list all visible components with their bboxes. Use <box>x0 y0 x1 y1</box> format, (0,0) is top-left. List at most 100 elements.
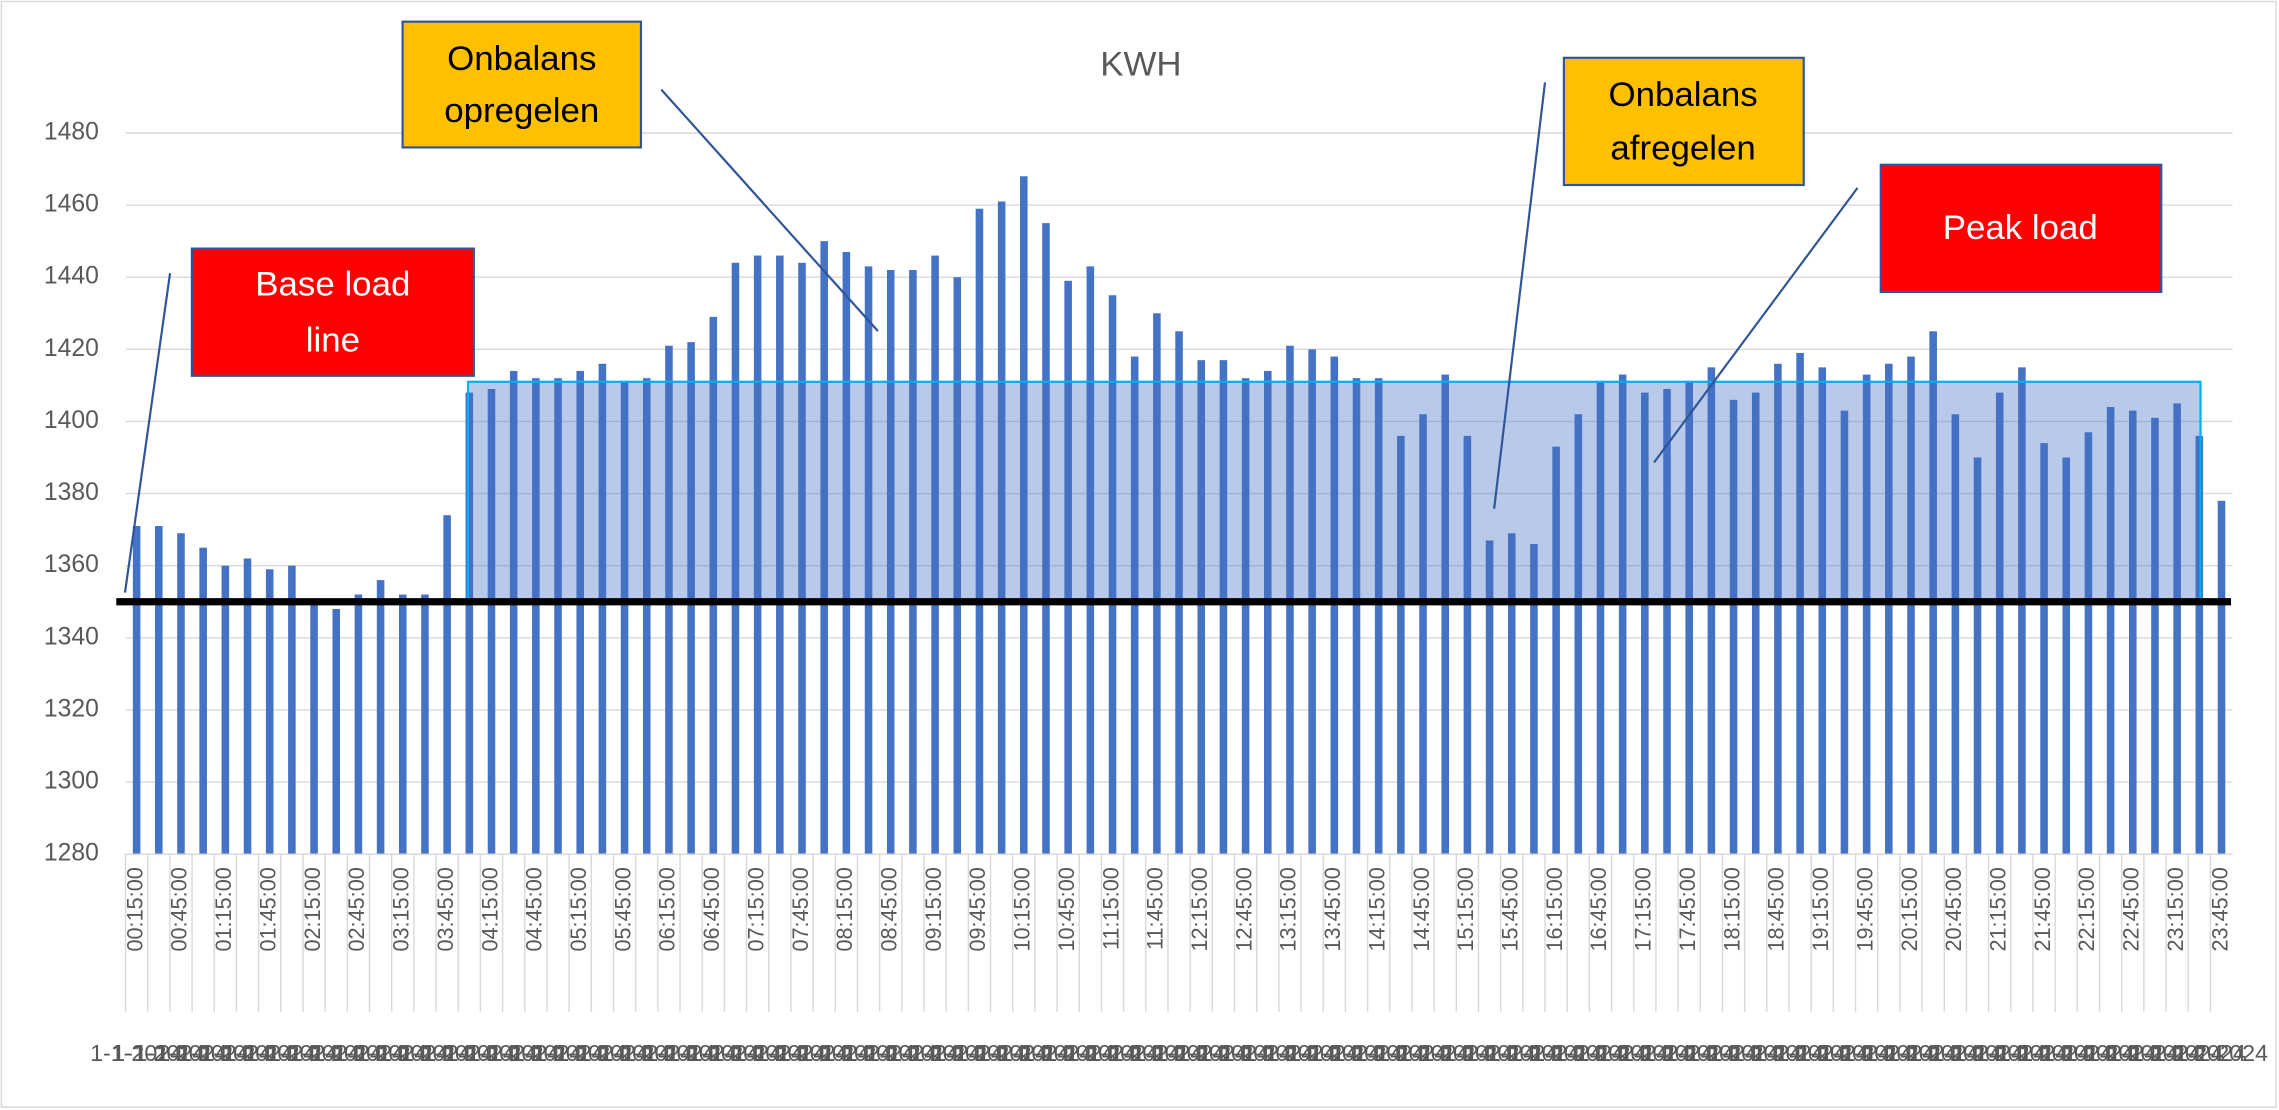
bar <box>421 594 429 855</box>
bar <box>243 558 252 855</box>
date-label: 1-1-2024 <box>556 1040 649 1066</box>
x-tick-label: 04:15:00 <box>477 867 502 951</box>
date-label: 1-1-2024 <box>600 1040 693 1066</box>
date-label: 1-1-2024 <box>711 1040 804 1066</box>
bar <box>1641 392 1649 855</box>
bar <box>1840 410 1849 855</box>
date-label: 1-1-2024 <box>2175 1040 2268 1066</box>
bar <box>886 269 895 855</box>
x-tick-label: 02:15:00 <box>300 867 325 951</box>
date-label: 1-1-2024 <box>733 1040 826 1066</box>
date-label: 1-1-2024 <box>1864 1040 1957 1066</box>
date-label: 1-1-2024 <box>201 1040 294 1066</box>
x-tick-label: 01:15:00 <box>211 867 236 951</box>
bar <box>1995 392 2004 855</box>
bar <box>1774 363 1782 855</box>
date-label: 1-1-2024 <box>1842 1040 1935 1066</box>
x-tick-label: 03:15:00 <box>388 867 413 951</box>
date-label: 1-1-2024 <box>1110 1040 1203 1066</box>
x-tick-label: 23:45:00 <box>2207 867 2232 951</box>
bar <box>1397 435 1405 855</box>
plot: 1280 1300 1320 1340 1360 1380 1400 1420 1440 1460… <box>44 119 2268 1067</box>
date-label: 1-1-2024 <box>179 1040 272 1066</box>
bar <box>288 565 296 855</box>
callout-line <box>123 273 172 593</box>
bar <box>1729 399 1738 855</box>
bar <box>2106 407 2115 855</box>
date-label: 1-1-2024 <box>1133 1040 1226 1066</box>
x-tick-label: 11:45:00 <box>1143 867 1168 950</box>
y-tick-label: 1380 <box>44 479 99 506</box>
bar <box>864 266 873 855</box>
bar <box>1175 331 1183 855</box>
bar <box>1197 360 1206 855</box>
date-label: 1-1-2024 <box>511 1040 604 1066</box>
callout-text: afregelen <box>1610 130 1755 168</box>
bar <box>443 515 451 855</box>
bar <box>1219 360 1228 855</box>
date-label: 1-1-2024 <box>401 1040 494 1066</box>
date-label: 1-1-2024 <box>622 1040 715 1066</box>
x-tick-label: 08:45:00 <box>876 867 901 951</box>
x-tick-label: 14:15:00 <box>1364 867 1389 951</box>
bar <box>620 381 629 855</box>
callout-text: Onbalans <box>447 40 596 78</box>
date-label: 1-1-2024 <box>1421 1040 1514 1066</box>
date-label: 1-1-2024 <box>90 1040 183 1066</box>
date-label: 1-1-2024 <box>1709 1040 1802 1066</box>
y-tick-label: 1440 <box>44 263 99 290</box>
x-tick-label: 22:45:00 <box>2118 867 2143 951</box>
x-tick-label: 13:45:00 <box>1320 867 1345 951</box>
x-tick-label: 08:15:00 <box>832 867 857 951</box>
date-label: 1-1-2024 <box>467 1040 560 1066</box>
callout-line <box>660 88 879 332</box>
date-label: 1-1-2024 <box>689 1040 782 1066</box>
bar <box>642 378 651 855</box>
bar <box>1596 381 1605 855</box>
date-label: 1-1-2024 <box>1687 1040 1780 1066</box>
date-label: 1-1-2024 <box>1909 1040 2002 1066</box>
bar <box>909 269 917 855</box>
bar <box>798 262 806 855</box>
date-label: 1-1-2024 <box>955 1040 1048 1066</box>
date-label: 1-1-2024 <box>423 1040 516 1066</box>
date-label: 1-1-2024 <box>445 1040 538 1066</box>
bar <box>1264 370 1272 855</box>
x-tick-label: 12:45:00 <box>1231 867 1256 951</box>
bar <box>221 565 230 855</box>
bar <box>598 363 607 855</box>
date-label: 1-1-2024 <box>1443 1040 1536 1066</box>
date-label: 1-1-2024 <box>1620 1040 1713 1066</box>
date-label: 1-1-2024 <box>1399 1040 1492 1066</box>
date-label: 1-1-2024 <box>290 1040 383 1066</box>
date-label: 1-1-2024 <box>578 1040 671 1066</box>
y-tick-label: 1460 <box>44 191 99 218</box>
bar <box>1707 367 1716 855</box>
bar <box>376 580 385 855</box>
bar <box>953 277 962 855</box>
date-label: 1-1-2024 <box>2042 1040 2135 1066</box>
bar <box>1574 414 1583 855</box>
date-label: 1-1-2024 <box>334 1040 427 1066</box>
x-tick-label: 02:45:00 <box>344 867 369 951</box>
bar <box>2062 457 2071 855</box>
y-tick-label: 1300 <box>44 768 99 795</box>
date-label: 1-1-2024 <box>755 1040 848 1066</box>
x-tick-label: 07:15:00 <box>743 867 768 951</box>
bar <box>554 378 562 855</box>
annotations: Onbalans opregelen Onbalans afregelen Pe… <box>123 20 2163 593</box>
x-tick-label: 21:15:00 <box>1985 867 2010 951</box>
bar <box>532 378 540 855</box>
bar <box>199 547 207 855</box>
date-label: 1-1-2024 <box>312 1040 405 1066</box>
bar <box>177 533 185 855</box>
date-label: 1-1-2024 <box>1332 1040 1425 1066</box>
x-tick-label: 00:15:00 <box>122 867 147 951</box>
date-label: 1-1-2024 <box>489 1040 582 1066</box>
date-label: 1-1-2024 <box>1288 1040 1381 1066</box>
bar <box>2173 403 2181 855</box>
bar <box>465 392 474 855</box>
callout-text: Onbalans <box>1608 76 1757 114</box>
bar <box>820 241 828 855</box>
